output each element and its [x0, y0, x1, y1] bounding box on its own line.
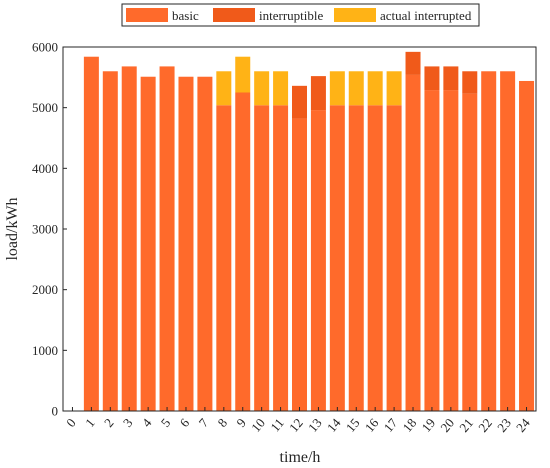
y-tick-label: 0 [52, 404, 59, 419]
bar-actual-interrupted-10 [254, 71, 270, 106]
legend-swatch-basic [126, 8, 168, 22]
y-tick-label: 1000 [32, 343, 58, 358]
x-tick-label: 7 [196, 415, 212, 430]
x-tick-label: 11 [267, 415, 287, 434]
x-tick-label: 6 [177, 415, 193, 430]
x-tick-label: 8 [214, 415, 230, 430]
bar-interruptible-19 [424, 66, 440, 91]
legend-label-interruptible: interruptible [259, 8, 323, 23]
bar-basic-7 [197, 76, 213, 411]
legend-label-basic: basic [172, 8, 199, 23]
y-tick-label: 3000 [32, 222, 58, 237]
bar-basic-24 [519, 80, 535, 411]
bar-basic-4 [140, 76, 156, 411]
x-tick-label: 24 [513, 415, 533, 435]
y-tick-label: 5000 [32, 100, 58, 115]
bars-group [83, 51, 535, 412]
bar-basic-3 [121, 66, 137, 411]
bar-basic-23 [500, 71, 516, 412]
x-tick-label: 14 [324, 415, 344, 435]
legend-swatch-actual-interrupted [334, 8, 376, 22]
bar-basic-12 [292, 118, 307, 411]
y-tick-label: 2000 [32, 282, 58, 297]
bar-actual-interrupted-8 [216, 71, 232, 106]
bar-interruptible-13 [310, 76, 326, 111]
bar-basic-15 [348, 105, 364, 412]
plot-frame [62, 46, 537, 412]
bar-basic-2 [102, 71, 118, 412]
y-axis-label: load/kWh [4, 197, 21, 260]
bar-basic-20 [443, 90, 459, 411]
bar-actual-interrupted-17 [386, 71, 402, 106]
bar-basic-14 [329, 105, 345, 412]
legend-label-actual-interrupted: actual interrupted [380, 8, 472, 23]
y-tick-label: 6000 [32, 40, 58, 55]
bar-basic-18 [405, 74, 421, 411]
x-tick-label: 18 [399, 415, 419, 435]
bar-basic-10 [254, 105, 270, 412]
bar-actual-interrupted-14 [329, 71, 345, 106]
bar-basic-21 [462, 93, 478, 412]
x-tick-label: 21 [456, 415, 476, 435]
bar-basic-8 [216, 105, 232, 412]
bar-actual-interrupted-15 [348, 71, 364, 106]
bar-basic-22 [481, 71, 497, 412]
bar-basic-5 [159, 66, 175, 411]
bar-interruptible-20 [443, 66, 459, 91]
x-tick-label: 9 [233, 415, 249, 430]
bar-basic-9 [235, 92, 251, 411]
y-tick-label: 4000 [32, 161, 58, 176]
x-axis-label: time/h [280, 449, 321, 466]
x-tick-label: 5 [158, 415, 174, 430]
x-tick-label: 10 [248, 415, 268, 435]
x-tick-label: 4 [139, 415, 155, 430]
x-tick-label: 19 [418, 415, 438, 435]
bar-actual-interrupted-16 [367, 71, 383, 106]
bar-basic-13 [310, 110, 326, 411]
x-tick-label: 23 [494, 415, 514, 435]
legend-box [121, 3, 480, 27]
x-tick-label: 13 [305, 415, 325, 435]
bar-basic-1 [83, 56, 99, 412]
bar-basic-6 [178, 76, 194, 411]
y-axis-ticks: 0 1000 2000 3000 4000 5000 6000 [32, 40, 67, 419]
legend: basic interruptible actual interrupted [121, 3, 480, 27]
x-tick-label: 0 [63, 415, 79, 430]
x-tick-label: 3 [120, 415, 136, 430]
bar-interruptible-21 [462, 71, 478, 94]
bar-interruptible-12 [292, 85, 307, 119]
x-tick-label: 22 [475, 415, 495, 435]
bar-basic-17 [386, 105, 402, 412]
x-tick-label: 12 [286, 415, 306, 435]
x-tick-label: 2 [101, 415, 117, 430]
x-tick-label: 17 [381, 415, 401, 435]
x-tick-label: 16 [362, 415, 382, 435]
x-tick-label: 1 [82, 415, 98, 430]
bar-basic-11 [273, 105, 289, 412]
x-tick-label: 20 [437, 415, 457, 435]
bar-basic-19 [424, 90, 440, 411]
x-tick-label: 15 [343, 415, 363, 435]
bar-actual-interrupted-11 [273, 71, 289, 106]
bar-actual-interrupted-9 [235, 56, 251, 93]
bar-basic-16 [367, 105, 383, 412]
bar-interruptible-18 [405, 51, 421, 75]
legend-swatch-interruptible [213, 8, 255, 22]
